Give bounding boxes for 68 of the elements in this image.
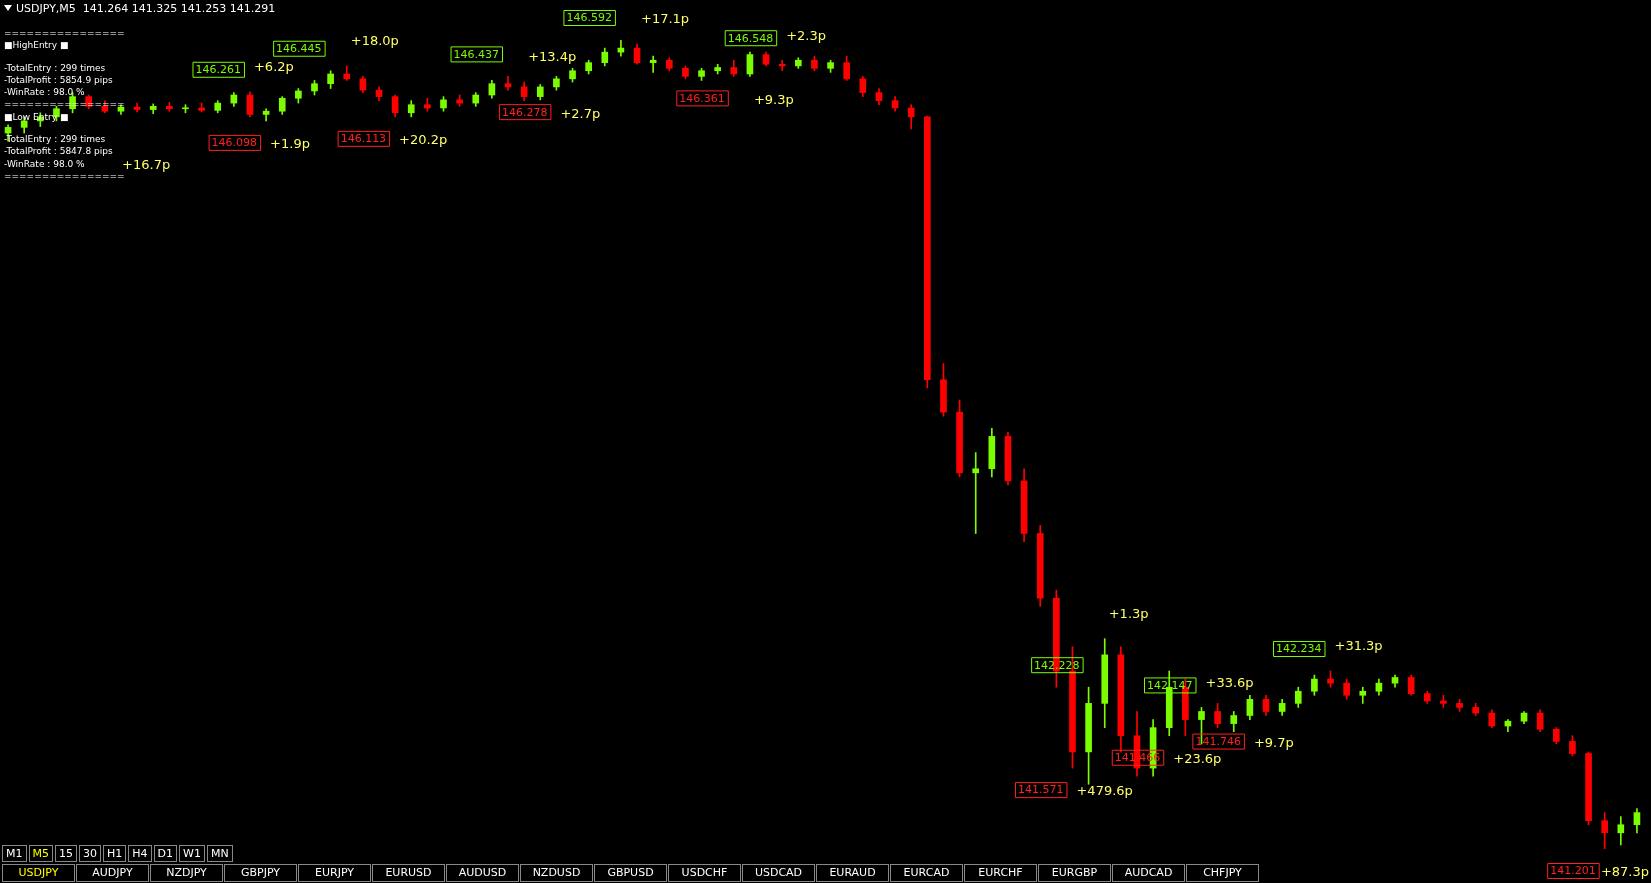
text: CHFJPY [1186,864,1259,882]
annotation: 30 [79,845,101,862]
text: USDCHF [668,864,741,882]
text: EURUSD [372,864,445,882]
annotation: M1 [2,845,27,862]
annotation: M5 [28,845,53,862]
text: NZDJPY [150,864,223,882]
annotation: 146.261 [195,63,241,77]
text: EURGBP [1038,864,1111,882]
annotation: H4 [128,845,152,862]
annotation: +13.4p [528,49,577,65]
text: +17.1p [641,11,690,27]
annotation: MN [206,845,233,862]
annotation: D1 [153,845,178,862]
annotation: 141.571 [1017,783,1064,797]
annotation: +9.7p [1253,734,1294,750]
annotation: 146.445 [276,42,322,56]
annotation: -TotalEntry : 299 times [4,61,107,74]
text: AUDCAD [1112,864,1185,882]
annotation: W1 [179,845,205,862]
annotation: +1.3p [1108,606,1149,622]
annotation: +6.2p [253,59,294,75]
text: ================ [4,27,125,40]
text: EURJPY [298,864,371,882]
annotation: 141.746 [1195,734,1241,748]
annotation: -TotalProfit : 5854.9 pips [4,73,114,87]
annotation: +31.3p [1334,638,1383,654]
text: AUDJPY [76,864,149,882]
annotation: 142.234 [1276,642,1322,656]
annotation: +23.6p [1173,751,1222,767]
annotation: +16.7p [122,156,171,172]
text: GBPUSD [594,864,667,882]
candlestick [778,59,786,72]
text: GBPJPY [224,864,297,882]
annotation: 146.098 [211,136,258,150]
annotation: +33.6p [1205,674,1254,690]
annotation: 15 [55,845,77,862]
annotation: 146.548 [727,31,774,45]
annotation: -TotalProfit : 5847.8 pips [4,145,114,158]
annotation: +2.7p [560,105,601,121]
text: EURAUD [816,864,889,882]
annotation: +479.6p [1076,783,1133,799]
chart-title: USDJPY,M5 141.264 141.325 141.253 141.291 [16,2,276,15]
annotation: 146.113 [340,132,387,146]
annotation: +20.2p [399,132,448,148]
annotation: 146.278 [501,105,548,119]
text: 146.592 [566,11,612,25]
annotation: ■HighEntry ■ [4,39,70,52]
annotation: -WinRate : 98.0 % [4,86,86,99]
annotation: -TotalEntry : 299 times [4,133,107,146]
annotation: 146.361 [679,91,725,105]
text: USDCAD [742,864,815,882]
annotation: +9.3p [753,91,794,107]
text: 141.201 [1550,864,1596,878]
annotation: +18.0p [350,33,399,49]
text: EURCHF [964,864,1037,882]
text: AUDUSD [446,864,519,882]
annotation: -WinRate : 98.0 % [4,158,85,169]
text: USDJPY [2,864,75,882]
annotation: ================ [4,170,125,183]
annotation: H1 [103,845,127,862]
candlestick [972,452,980,534]
text: NZDUSD [520,864,593,882]
annotation: +2.3p [786,27,827,43]
annotation: +1.9p [270,136,310,152]
text: EURCAD [890,864,963,882]
annotation: 146.437 [453,47,500,61]
text: +87.3p [1600,864,1649,880]
